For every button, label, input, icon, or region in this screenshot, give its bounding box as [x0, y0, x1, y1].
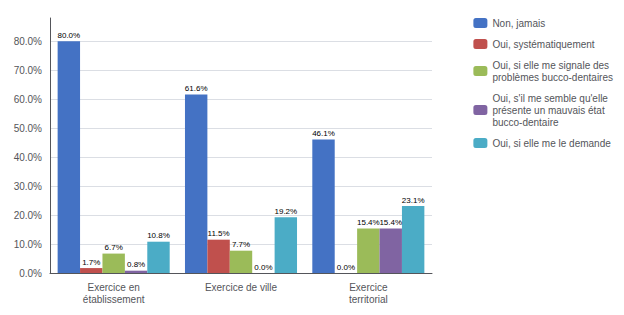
- svg-text:Exercice de ville: Exercice de ville: [205, 282, 278, 293]
- svg-text:30.0%: 30.0%: [14, 181, 42, 192]
- svg-text:bucco-dentaire: bucco-dentaire: [492, 117, 559, 128]
- svg-text:19.2%: 19.2%: [274, 207, 297, 216]
- svg-text:46.1%: 46.1%: [312, 129, 335, 138]
- svg-text:15.4%: 15.4%: [379, 218, 402, 227]
- svg-text:0.0%: 0.0%: [19, 268, 42, 279]
- svg-text:Oui, si elle me le demande: Oui, si elle me le demande: [492, 138, 611, 149]
- svg-text:7.7%: 7.7%: [232, 240, 250, 249]
- svg-text:0.0%: 0.0%: [337, 263, 355, 272]
- svg-text:Oui, s'il me semble qu'elle: Oui, s'il me semble qu'elle: [492, 93, 608, 104]
- svg-text:10.8%: 10.8%: [147, 231, 170, 240]
- svg-text:6.7%: 6.7%: [105, 243, 123, 252]
- svg-text:Oui, systématiquement: Oui, systématiquement: [492, 39, 594, 50]
- svg-text:80.0%: 80.0%: [14, 36, 42, 47]
- svg-text:problèmes bucco-dentaires: problèmes bucco-dentaires: [492, 72, 613, 83]
- svg-text:Oui, si elle me signale des: Oui, si elle me signale des: [492, 60, 609, 71]
- svg-text:40.0%: 40.0%: [14, 152, 42, 163]
- svg-text:70.0%: 70.0%: [14, 65, 42, 76]
- svg-text:territorial: territorial: [349, 294, 388, 305]
- svg-text:80.0%: 80.0%: [58, 31, 81, 40]
- svg-text:11.5%: 11.5%: [208, 229, 230, 238]
- svg-text:50.0%: 50.0%: [14, 123, 42, 134]
- svg-text:Exercice: Exercice: [349, 282, 388, 293]
- svg-text:20.0%: 20.0%: [14, 210, 42, 221]
- svg-text:Exercice en: Exercice en: [88, 282, 140, 293]
- svg-text:23.1%: 23.1%: [402, 196, 425, 205]
- svg-text:60.0%: 60.0%: [14, 94, 42, 105]
- svg-text:10.0%: 10.0%: [14, 239, 42, 250]
- svg-text:1.7%: 1.7%: [82, 258, 100, 267]
- svg-text:15.4%: 15.4%: [357, 218, 380, 227]
- svg-text:61.6%: 61.6%: [185, 84, 208, 93]
- svg-text:présente un mauvais état: présente un mauvais état: [492, 105, 605, 116]
- svg-text:établissement: établissement: [83, 294, 145, 305]
- svg-text:0.8%: 0.8%: [127, 260, 145, 269]
- svg-text:0.0%: 0.0%: [254, 263, 272, 272]
- svg-text:Non, jamais: Non, jamais: [492, 18, 545, 29]
